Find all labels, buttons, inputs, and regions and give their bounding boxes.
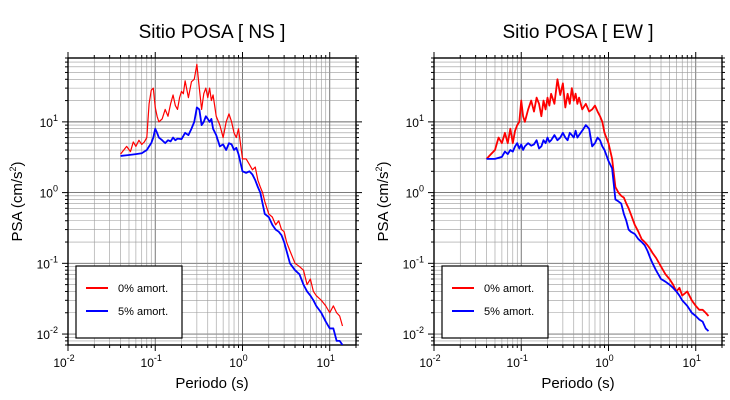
y-tick-label-exponent: 0 (419, 184, 424, 194)
y-axis-label-exponent: 2 (8, 166, 18, 171)
legend-box (441, 265, 549, 339)
legend-label: 0% amort. (118, 283, 168, 295)
axes-frame (433, 57, 723, 346)
x-tick-label-base: 10 (507, 356, 521, 370)
x-tick-label: 10-1 (507, 353, 528, 370)
chart-title: Sitio POSA [ EW ] (503, 22, 654, 43)
y-tick-label: 101 (406, 113, 424, 130)
y-tick-label-exponent: 0 (53, 184, 58, 194)
y-tick-label-exponent: 1 (53, 113, 58, 123)
x-tick-label-base: 10 (419, 356, 433, 370)
x-tick-label-exponent: 1 (696, 353, 701, 363)
y-tick-label-base: 10 (406, 187, 420, 201)
chart-title: Sitio POSA [ NS ] (139, 22, 286, 43)
y-axis-label-exponent: 2 (374, 166, 384, 171)
axes-frame (67, 57, 357, 346)
y-tick-label-base: 10 (37, 328, 51, 342)
x-tick-label: 100 (595, 353, 613, 370)
x-axis-label: Periodo (s) (175, 375, 248, 392)
legend-box (75, 265, 183, 339)
x-tick-label-exponent: -1 (154, 353, 162, 363)
y-tick-label-base: 10 (406, 116, 420, 130)
x-tick-label-exponent: 0 (609, 353, 614, 363)
series-line-damped (486, 124, 710, 332)
x-tick-label: 100 (229, 353, 247, 370)
x-tick-label-exponent: 1 (330, 353, 335, 363)
x-tick-label-exponent: -2 (67, 353, 75, 363)
y-axis-label: PSA (cm/s2) (374, 161, 392, 241)
y-tick-label-exponent: -1 (416, 254, 424, 264)
y-tick-label-exponent: -2 (50, 325, 58, 335)
x-tick-label-base: 10 (683, 356, 697, 370)
series-line-undamped (120, 63, 344, 327)
legend-label: 5% amort. (484, 306, 534, 318)
y-tick-label: 10-1 (403, 254, 424, 271)
x-tick-label-exponent: 0 (243, 353, 248, 363)
y-tick-label-base: 10 (403, 328, 417, 342)
x-tick-label-base: 10 (595, 356, 609, 370)
x-tick-label: 10-1 (141, 353, 162, 370)
y-tick-label-exponent: 1 (419, 113, 424, 123)
y-tick-label-exponent: -2 (416, 325, 424, 335)
y-axis-label: PSA (cm/s2) (8, 161, 26, 241)
y-tick-label-base: 10 (40, 116, 54, 130)
y-axis-label-tail: ) (375, 161, 392, 166)
y-tick-label: 10-2 (37, 325, 58, 342)
x-axis-label: Periodo (s) (541, 375, 614, 392)
y-tick-label-base: 10 (37, 257, 51, 271)
x-tick-label: 101 (683, 353, 701, 370)
y-tick-label-base: 10 (403, 257, 417, 271)
legend-label: 5% amort. (118, 306, 168, 318)
x-tick-label-exponent: -1 (520, 353, 528, 363)
x-tick-label: 10-2 (53, 353, 74, 370)
series-line-damped (120, 106, 344, 345)
legend-label: 0% amort. (484, 283, 534, 295)
series-line-undamped (485, 78, 710, 317)
y-tick-label-exponent: -1 (50, 254, 58, 264)
x-tick-label-base: 10 (317, 356, 331, 370)
y-tick-label: 10-1 (37, 254, 58, 271)
x-tick-label-exponent: -2 (433, 353, 441, 363)
y-axis-label-tail: ) (9, 161, 26, 166)
x-tick-label: 101 (317, 353, 335, 370)
y-tick-label: 100 (40, 184, 58, 201)
x-tick-label-base: 10 (53, 356, 67, 370)
y-tick-label: 10-2 (403, 325, 424, 342)
y-tick-label: 101 (40, 113, 58, 130)
y-tick-label: 100 (406, 184, 424, 201)
y-axis-label-base: PSA (cm/s (375, 172, 392, 242)
x-tick-label-base: 10 (141, 356, 155, 370)
y-tick-label-base: 10 (40, 187, 54, 201)
x-tick-label: 10-2 (419, 353, 440, 370)
x-tick-label-base: 10 (229, 356, 243, 370)
y-axis-label-base: PSA (cm/s (9, 172, 26, 242)
